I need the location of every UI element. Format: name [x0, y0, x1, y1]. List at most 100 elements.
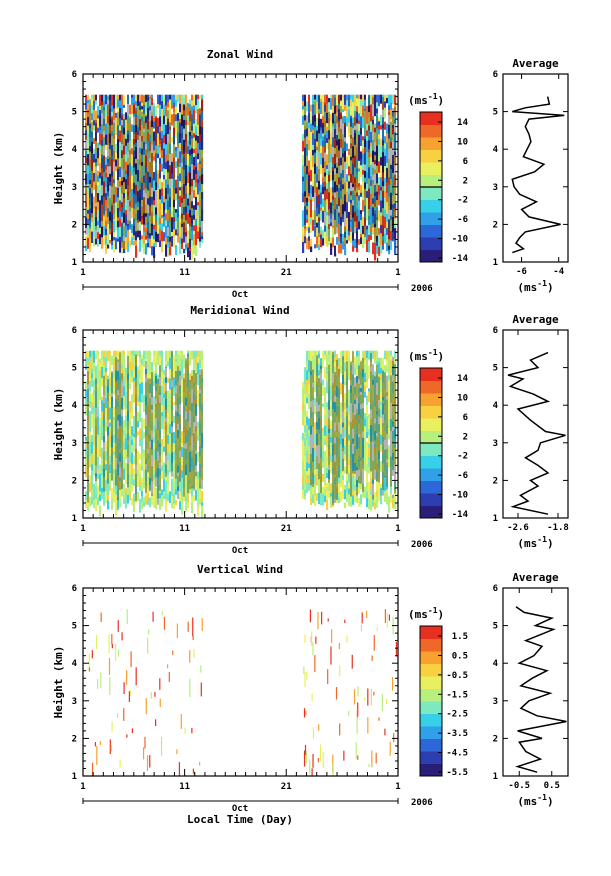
zonal-heat-cell — [348, 188, 351, 195]
meridional-heat-cell — [376, 481, 379, 491]
zonal-heat-cell — [191, 94, 194, 101]
meridional-heat-cell — [155, 487, 158, 498]
zonal-heat-cell — [117, 99, 120, 108]
zonal-heat-cell — [358, 106, 361, 114]
meridional-heat-cell — [113, 451, 116, 456]
meridional-heat-cell — [89, 441, 92, 448]
zonal-heat-cell — [358, 142, 361, 155]
zonal-heat-cell — [193, 234, 196, 246]
meridional-heat-cell — [322, 417, 325, 429]
meridional-heat-cell — [113, 493, 116, 503]
meridional-heat-cell — [91, 497, 94, 505]
meridional-heat-cell — [99, 491, 102, 496]
meridional-heat-cell — [330, 461, 333, 474]
meridional-heat-cell — [133, 433, 136, 438]
meridional-heat-cell — [364, 360, 367, 365]
zonal-heat-cell — [386, 213, 389, 223]
meridional-heat-cell — [338, 496, 341, 503]
meridional-month-label: Oct — [232, 546, 248, 556]
meridional-heat-cell — [181, 470, 184, 479]
meridional-heat-cell — [85, 415, 88, 427]
zonal-heat-cell — [362, 94, 365, 102]
zonal-heat-cell — [386, 227, 389, 236]
zonal-heat-cell — [165, 220, 168, 227]
meridional-heat-cell — [314, 422, 317, 435]
zonal-heat-cell — [111, 111, 114, 117]
meridional-heat-cell — [85, 357, 88, 367]
meridional-heat-cell — [85, 381, 88, 391]
zonal-heat-cell — [358, 171, 361, 184]
meridional-heat-cell — [340, 419, 343, 424]
vertical-heat-cell — [370, 688, 373, 706]
zonal-heat-cell — [91, 213, 94, 223]
meridional-heat-cell — [380, 451, 383, 462]
meridional-heat-cell — [193, 350, 196, 359]
meridional-heat-cell — [364, 437, 367, 451]
zonal-heat-cell — [93, 181, 96, 191]
meridional-heat-cell — [392, 494, 395, 499]
meridional-heat-cell — [308, 490, 311, 501]
vertical-heat-cell — [117, 620, 119, 632]
zonal-heat-cell — [161, 241, 164, 253]
meridional-heat-cell — [139, 361, 142, 371]
meridional-heat-cell — [145, 350, 148, 360]
meridional-heat-cell — [165, 491, 168, 500]
zonal-heat-cell — [129, 229, 132, 241]
meridional-heat-cell — [129, 389, 132, 402]
zonal-ytick-label: 6 — [72, 70, 77, 80]
zonal-heat-cell — [384, 197, 387, 211]
zonal-heat-cell — [346, 126, 349, 138]
meridional-heat-cell — [344, 350, 347, 363]
zonal-colorbar-swatch — [420, 149, 442, 163]
zonal-heat-cell — [302, 202, 305, 211]
meridional-heat-cell — [340, 444, 343, 457]
zonal-heat-cell — [370, 157, 373, 166]
meridional-heat-cell — [85, 426, 88, 437]
zonal-colorbar-label: -6 — [457, 215, 468, 225]
zonal-heat-cell — [326, 154, 329, 166]
meridional-heat-cell — [153, 432, 156, 438]
zonal-heat-cell — [177, 102, 180, 114]
zonal-heat-cell — [328, 102, 331, 110]
zonal-heat-cell — [356, 216, 359, 229]
meridional-heat-cell — [123, 406, 126, 411]
meridional-heat-cell — [384, 359, 387, 366]
meridional-heat-cell — [137, 370, 140, 376]
meridional-heat-cell — [380, 444, 383, 453]
meridional-heat-cell — [139, 428, 142, 440]
zonal-heat-cell — [368, 241, 371, 253]
meridional-heat-cell — [153, 370, 156, 375]
zonal-heat-cell — [320, 234, 323, 240]
meridional-heat-cell — [101, 392, 104, 398]
zonal-heat-cell — [318, 232, 321, 245]
zonal-heat-cell — [99, 110, 102, 117]
zonal-heat-cell — [99, 130, 102, 134]
meridional-heat-cell — [304, 394, 307, 401]
zonal-heat-cell — [322, 133, 325, 137]
meridional-heat-cell — [388, 473, 391, 483]
zonal-heat-cell — [93, 162, 96, 174]
zonal-heat-cell — [157, 214, 160, 226]
zonal-heat-cell — [348, 240, 351, 252]
meridional-heat-cell — [330, 386, 333, 398]
zonal-heat-cell — [366, 197, 369, 210]
zonal-heat-cell — [370, 110, 373, 122]
meridional-heat-cell — [181, 402, 184, 411]
meridional-heat-cell — [344, 445, 347, 455]
zonal-heat-cell — [338, 231, 341, 242]
zonal-heat-cell — [358, 221, 361, 230]
zonal-heat-cell — [302, 140, 305, 152]
vertical-heat-cell — [338, 642, 340, 649]
zonal-heat-cell — [175, 221, 178, 230]
meridional-heat-cell — [374, 502, 377, 510]
meridional-heat-cell — [191, 496, 194, 503]
meridional-heat-cell — [97, 497, 100, 506]
meridional-heat-cell — [123, 354, 126, 367]
zonal-heat-cell — [87, 154, 90, 166]
meridional-heat-cell — [87, 357, 90, 363]
meridional-heat-cell — [388, 407, 391, 420]
meridional-heat-cell — [390, 365, 393, 374]
meridional-heat-cell — [358, 497, 361, 507]
meridional-heat-cell — [348, 482, 351, 489]
